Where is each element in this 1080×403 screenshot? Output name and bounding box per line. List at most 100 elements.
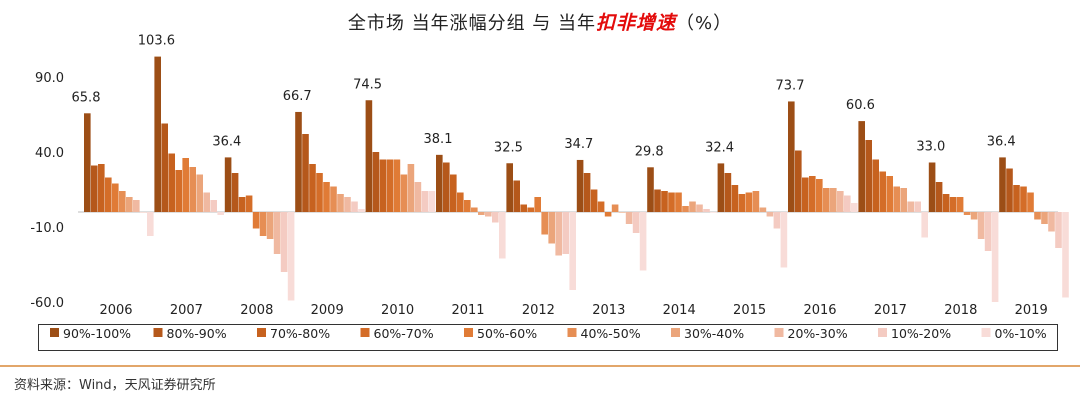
bar xyxy=(830,188,837,212)
bar xyxy=(886,176,893,212)
bar xyxy=(942,194,950,212)
chart-title: 全市场 当年涨幅分组 与 当年扣非增速（%） xyxy=(0,8,1080,35)
source-separator xyxy=(0,365,1080,367)
legend-label: 80%-90% xyxy=(167,326,227,341)
bar xyxy=(196,174,203,212)
x-tick-label: 2015 xyxy=(733,303,766,318)
x-tick-label: 2018 xyxy=(944,303,977,318)
bar xyxy=(323,182,330,212)
data-label: 38.1 xyxy=(424,132,453,147)
bar xyxy=(372,152,380,212)
data-label: 32.4 xyxy=(705,140,734,155)
bar xyxy=(189,167,196,212)
bar xyxy=(351,201,358,212)
title-text: 全市场 当年涨幅分组 与 当年 xyxy=(347,13,597,34)
legend-label: 70%-80% xyxy=(270,326,330,341)
bar xyxy=(823,188,830,212)
legend-swatch xyxy=(671,328,680,337)
bar xyxy=(464,200,471,212)
bar xyxy=(879,171,886,212)
bar xyxy=(984,212,992,251)
data-label: 32.5 xyxy=(494,140,523,155)
bar xyxy=(126,197,133,212)
legend-label: 10%-20% xyxy=(891,326,951,341)
bar xyxy=(759,207,767,212)
bar xyxy=(407,164,415,212)
y-tick-label: 90.0 xyxy=(35,71,64,86)
bar xyxy=(457,192,464,212)
bar xyxy=(133,200,140,212)
bar xyxy=(1055,212,1062,248)
bar xyxy=(618,212,626,213)
bar xyxy=(675,192,682,212)
legend-swatch xyxy=(878,328,887,337)
legend-label: 90%-100% xyxy=(63,326,131,341)
bar xyxy=(689,201,696,212)
bar xyxy=(914,201,921,212)
data-label: 65.8 xyxy=(72,90,101,105)
bar xyxy=(119,191,126,212)
bar xyxy=(632,212,640,233)
bar xyxy=(590,189,598,212)
bar xyxy=(661,191,668,212)
bar xyxy=(175,170,182,212)
bar xyxy=(238,197,246,212)
bar xyxy=(210,200,217,212)
title-unit: （%） xyxy=(676,13,733,34)
bar xyxy=(696,204,703,212)
legend-swatch xyxy=(50,328,59,337)
bar xyxy=(541,212,548,235)
bar xyxy=(773,212,781,229)
bar xyxy=(443,162,450,212)
bar xyxy=(597,201,605,212)
bar xyxy=(428,191,436,212)
bar xyxy=(654,189,661,212)
bar xyxy=(492,212,499,223)
bar xyxy=(534,197,541,212)
x-tick-label: 2010 xyxy=(381,303,414,318)
bar xyxy=(400,174,408,212)
bar xyxy=(731,185,739,212)
legend-swatch xyxy=(257,328,266,337)
bar xyxy=(844,195,851,212)
bar xyxy=(710,212,717,213)
bar xyxy=(795,150,802,212)
legend-swatch xyxy=(981,328,991,337)
bar xyxy=(259,212,267,236)
bar xyxy=(520,204,527,212)
bar xyxy=(98,164,105,212)
bar xyxy=(858,121,865,212)
bar xyxy=(112,183,119,212)
bar xyxy=(344,197,351,212)
bar xyxy=(604,212,612,217)
bar xyxy=(647,167,654,212)
bar xyxy=(450,174,457,212)
bar xyxy=(1062,212,1069,298)
y-tick-label: -60.0 xyxy=(30,296,64,311)
bar xyxy=(471,207,478,212)
bar xyxy=(287,212,295,301)
bar xyxy=(752,191,760,212)
x-tick-label: 2016 xyxy=(803,303,836,318)
bar xyxy=(203,192,210,212)
bar xyxy=(273,212,281,254)
bar xyxy=(583,173,591,212)
bar xyxy=(436,154,443,212)
x-tick-label: 2019 xyxy=(1015,303,1048,318)
bar xyxy=(485,212,492,217)
bar xyxy=(724,173,732,212)
bar xyxy=(766,212,774,217)
bar xyxy=(1027,192,1034,212)
bar xyxy=(703,209,710,212)
bar xyxy=(738,194,746,212)
legend-swatch xyxy=(360,328,370,337)
bar xyxy=(1034,212,1041,220)
bar xyxy=(872,159,879,212)
bar xyxy=(625,212,633,224)
bar xyxy=(668,192,675,212)
bar xyxy=(555,212,562,256)
bar xyxy=(921,212,928,238)
bar xyxy=(788,101,795,212)
x-tick-label: 2017 xyxy=(874,303,907,318)
